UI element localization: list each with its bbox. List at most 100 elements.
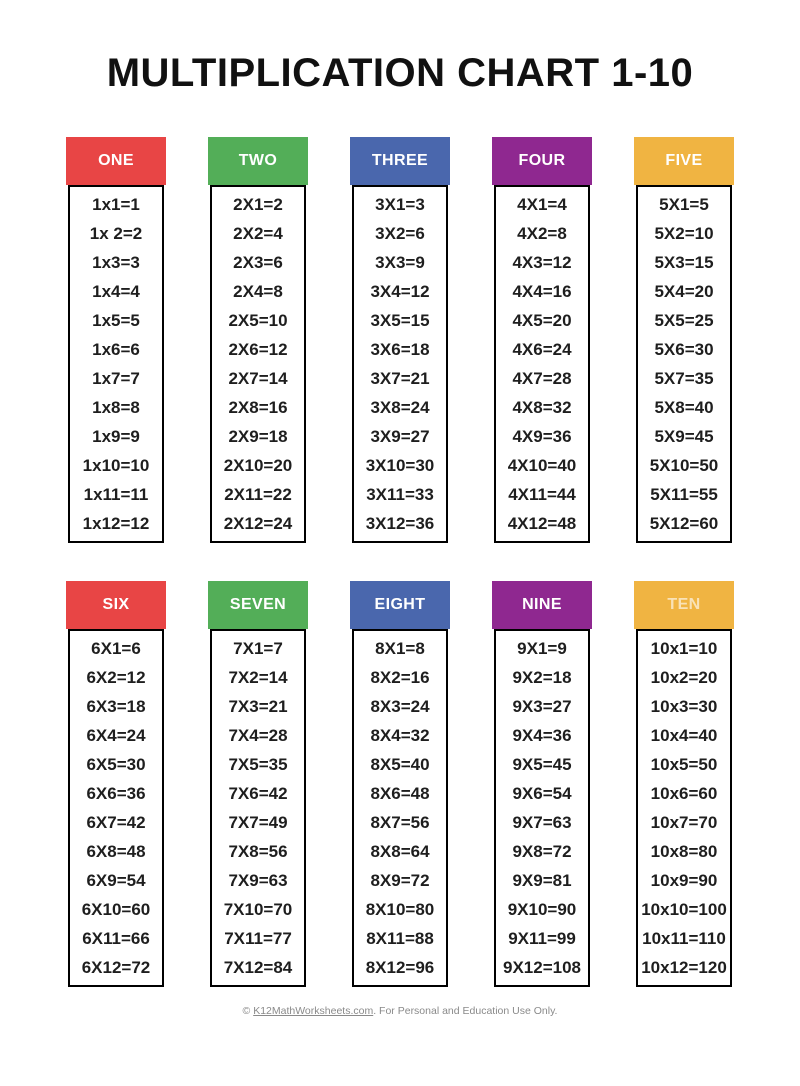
fact-row: 5X5=25 (654, 310, 714, 330)
fact-row: 10x6=60 (650, 783, 718, 803)
multiplication-table-seven: SEVEN 7X1=7 7X2=14 7X3=21 7X4=28 7X5=35 7X6=42… (208, 581, 308, 987)
fact-row: 3X6=18 (370, 339, 430, 359)
table-row-group: ONE 1x1=1 1x 2=2 1x3=3 1x4=4 1x5=5 1x6=6 1x7=7 1… (0, 137, 800, 543)
fact-row: 4X1=4 (517, 194, 567, 214)
fact-row: 7X5=35 (228, 754, 288, 774)
fact-row: 1x10=10 (82, 455, 150, 475)
fact-row: 4X9=36 (512, 426, 572, 446)
fact-row: 5X10=50 (649, 455, 719, 475)
fact-row: 9X5=45 (512, 754, 572, 774)
fact-row: 1x3=3 (92, 252, 140, 272)
fact-row: 10x8=80 (650, 841, 718, 861)
footer-link[interactable]: K12MathWorksheets.com (253, 1005, 374, 1017)
fact-row: 9X2=18 (512, 667, 572, 687)
fact-row: 1x9=9 (92, 426, 140, 446)
fact-row: 3X11=33 (366, 484, 434, 504)
fact-row: 3X2=6 (375, 223, 425, 243)
fact-row: 1x6=6 (92, 339, 140, 359)
table-body: 1x1=1 1x 2=2 1x3=3 1x4=4 1x5=5 1x6=6 1x7=7 1x8=… (68, 185, 164, 543)
fact-row: 10x1=10 (650, 638, 718, 658)
fact-row: 6X6=36 (86, 783, 146, 803)
fact-row: 6X12=72 (81, 957, 151, 977)
footer: © K12MathWorksheets.com. For Personal an… (0, 1005, 800, 1017)
fact-row: 1x7=7 (92, 368, 140, 388)
table-body: 5X1=5 5X2=10 5X3=15 5X4=20 5X5=25 5X6=30 5X7=3… (636, 185, 732, 543)
fact-row: 4X5=20 (512, 310, 572, 330)
fact-row: 8X5=40 (370, 754, 430, 774)
table-body: 2X1=2 2X2=4 2X3=6 2X4=8 2X5=10 2X6=12 2X7=14 2X… (210, 185, 306, 543)
table-header: NINE (492, 581, 592, 629)
fact-row: 8X10=80 (365, 899, 435, 919)
fact-row: 5X11=55 (650, 484, 718, 504)
fact-row: 7X1=7 (233, 638, 283, 658)
fact-row: 3X8=24 (370, 397, 430, 417)
table-body: 9X1=9 9X2=18 9X3=27 9X4=36 9X5=45 9X6=54 9X7=6… (494, 629, 590, 987)
fact-row: 2X6=12 (228, 339, 288, 359)
fact-row: 2X12=24 (223, 513, 293, 533)
table-header: SIX (66, 581, 166, 629)
fact-row: 9X3=27 (512, 696, 572, 716)
fact-row: 1x12=12 (82, 513, 150, 533)
fact-row: 7X4=28 (228, 725, 288, 745)
fact-row: 10x12=120 (641, 957, 727, 977)
table-body: 4X1=4 4X2=8 4X3=12 4X4=16 4X5=20 4X6=24 4X7=28… (494, 185, 590, 543)
fact-row: 3X3=9 (375, 252, 425, 272)
fact-row: 8X11=88 (366, 928, 434, 948)
fact-row: 8X8=64 (370, 841, 430, 861)
fact-row: 7X9=63 (228, 870, 288, 890)
table-header: TWO (208, 137, 308, 185)
fact-row: 5X12=60 (649, 513, 719, 533)
fact-row: 4X10=40 (507, 455, 577, 475)
fact-row: 3X4=12 (370, 281, 430, 301)
table-body: 8X1=8 8X2=16 8X3=24 8X4=32 8X5=40 8X6=48 8X7=5… (352, 629, 448, 987)
fact-row: 1x4=4 (92, 281, 140, 301)
multiplication-table-eight: EIGHT 8X1=8 8X2=16 8X3=24 8X4=32 8X5=40 8X6=48… (350, 581, 450, 987)
fact-row: 2X1=2 (233, 194, 283, 214)
fact-row: 4X6=24 (512, 339, 572, 359)
table-body: 6X1=6 6X2=12 6X3=18 6X4=24 6X5=30 6X6=36 6X7=4… (68, 629, 164, 987)
table-header: FIVE (634, 137, 734, 185)
fact-row: 4X11=44 (508, 484, 576, 504)
table-header: EIGHT (350, 581, 450, 629)
fact-row: 8X3=24 (370, 696, 430, 716)
fact-row: 9X7=63 (512, 812, 572, 832)
fact-row: 3X9=27 (370, 426, 430, 446)
fact-row: 5X7=35 (654, 368, 714, 388)
fact-row: 10x3=30 (650, 696, 718, 716)
page-title: MULTIPLICATION CHART 1-10 (106, 51, 694, 95)
multiplication-table-one: ONE 1x1=1 1x 2=2 1x3=3 1x4=4 1x5=5 1x6=6 1x7=7 1… (66, 137, 166, 543)
fact-row: 1x1=1 (92, 194, 140, 214)
table-header: FOUR (492, 137, 592, 185)
table-row-group: SIX 6X1=6 6X2=12 6X3=18 6X4=24 6X5=30 6X6=36 6X… (0, 581, 800, 987)
fact-row: 6X9=54 (86, 870, 146, 890)
fact-row: 7X8=56 (228, 841, 288, 861)
fact-row: 8X9=72 (370, 870, 430, 890)
fact-row: 9X4=36 (512, 725, 572, 745)
fact-row: 8X4=32 (370, 725, 430, 745)
fact-row: 10x5=50 (650, 754, 718, 774)
multiplication-table-five: FIVE 5X1=5 5X2=10 5X3=15 5X4=20 5X5=25 5X6=30 5… (634, 137, 734, 543)
fact-row: 8X7=56 (370, 812, 430, 832)
fact-row: 8X6=48 (370, 783, 430, 803)
fact-row: 9X10=90 (507, 899, 577, 919)
fact-row: 4X12=48 (507, 513, 577, 533)
fact-row: 5X8=40 (654, 397, 714, 417)
fact-row: 6X3=18 (86, 696, 146, 716)
fact-row: 3X10=30 (365, 455, 435, 475)
multiplication-table-nine: NINE 9X1=9 9X2=18 9X3=27 9X4=36 9X5=45 9X6=54 9… (492, 581, 592, 987)
fact-row: 2X9=18 (228, 426, 288, 446)
table-body: 10x1=10 10x2=20 10x3=30 10x4=40 10x5=50 10x6=… (636, 629, 732, 987)
fact-row: 6X1=6 (91, 638, 141, 658)
table-header: SEVEN (208, 581, 308, 629)
fact-row: 5X6=30 (654, 339, 714, 359)
fact-row: 6X8=48 (86, 841, 146, 861)
table-header: ONE (66, 137, 166, 185)
fact-row: 6X7=42 (86, 812, 146, 832)
table-header: THREE (350, 137, 450, 185)
multiplication-table-four: FOUR 4X1=4 4X2=8 4X3=12 4X4=16 4X5=20 4X6=24 4X… (492, 137, 592, 543)
multiplication-table-ten: TEN 10x1=10 10x2=20 10x3=30 10x4=40 10x5=50 10… (634, 581, 734, 987)
fact-row: 5X2=10 (654, 223, 714, 243)
fact-row: 10x10=100 (641, 899, 727, 919)
multiplication-table-two: TWO 2X1=2 2X2=4 2X3=6 2X4=8 2X5=10 2X6=12 2X7=1… (208, 137, 308, 543)
multiplication-table-six: SIX 6X1=6 6X2=12 6X3=18 6X4=24 6X5=30 6X6=36 6X… (66, 581, 166, 987)
